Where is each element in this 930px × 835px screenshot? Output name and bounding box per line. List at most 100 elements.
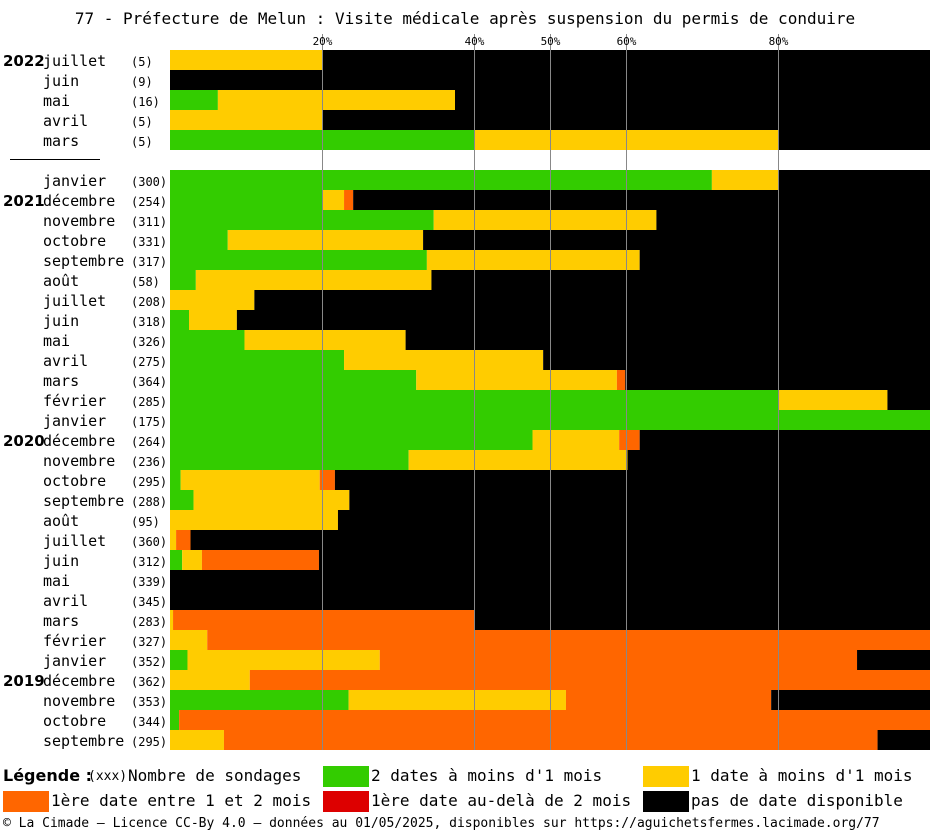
count-label: (5) [131,55,153,69]
bar-segment [170,190,323,210]
bar-segment [170,670,250,690]
bar-segment [249,670,930,690]
bar-segment [656,210,930,230]
legend-swatch-black [643,791,689,812]
count-label: (254) [131,195,167,209]
x-tick-label: 40% [465,35,485,48]
legend-swatch-yellow [643,766,689,787]
month-label: août [43,272,79,290]
bar-segment [254,290,930,310]
month-label: janvier [43,652,106,670]
month-label: mai [43,572,70,590]
count-label: (353) [131,695,167,709]
bar-segment [322,190,345,210]
bar-segment [543,350,930,370]
count-label: (360) [131,535,167,549]
bar-segment [193,490,350,510]
bar-segment [348,690,566,710]
bar-segment [565,690,772,710]
bar-segment [639,250,930,270]
month-label: janvier [43,172,106,190]
bar-segment [778,130,930,150]
bar-segment [426,250,640,270]
month-label: décembre [43,672,115,690]
bar-segment [170,250,427,270]
count-label: (311) [131,215,167,229]
bar-segment [474,610,930,630]
bar-segment [379,650,858,670]
bar-segment [711,170,778,190]
month-label: décembre [43,432,115,450]
bar-segment [353,190,930,210]
legend-label-orange: 1ère date entre 1 et 2 mois [51,791,312,810]
count-label: (175) [131,415,167,429]
count-label: (352) [131,655,167,669]
count-label: (288) [131,495,167,509]
bar-segment [319,470,335,490]
legend-label-green: 2 dates à moins d'1 mois [371,766,603,785]
month-label: mars [43,612,79,630]
count-label: (285) [131,395,167,409]
month-label: juillet [43,532,106,550]
year-label: 2021 [3,192,45,210]
bar-segment [217,90,455,110]
month-label: avril [43,592,88,610]
bar-segment [170,690,349,710]
bar-segment [187,650,380,670]
bar-segment [337,510,930,530]
bar-segment [190,530,930,550]
month-label: avril [43,112,88,130]
bar-segment [236,310,930,330]
x-tick-label: 60% [617,35,637,48]
month-label: janvier [43,412,106,430]
year-label: 2020 [3,432,45,450]
bar-segment [170,210,434,230]
bar-segment [170,450,409,470]
bar-segment [408,450,628,470]
bar-segment [170,90,218,110]
x-tick-label: 50% [541,35,561,48]
bar-segment [170,170,712,190]
month-label: juin [43,312,79,330]
month-label: juin [43,552,79,570]
bar-segment [344,350,544,370]
month-label: mars [43,132,79,150]
bar-segment [180,470,320,490]
bar-segment [195,270,432,290]
bar-segment [416,370,617,390]
bar-segment [170,370,417,390]
bar-segment [170,470,181,490]
footer-credit: © La Cimade — Licence CC-By 4.0 — donnée… [3,816,880,831]
bar-segment [207,630,930,650]
count-label: (345) [131,595,167,609]
bar-segment [616,370,626,390]
legend-title: Légende : [3,766,93,785]
bar-segment [170,650,188,670]
bar-segment [173,610,475,630]
bar-segment [170,270,196,290]
count-label: (5) [131,115,153,129]
count-label: (295) [131,475,167,489]
bar-segment [170,710,180,730]
count-label: (364) [131,375,167,389]
month-label: novembre [43,452,115,470]
bar-segment [532,430,620,450]
month-label: juin [43,72,79,90]
count-label: (327) [131,635,167,649]
legend-label-red: 1ère date au-delà de 2 mois [371,791,632,810]
bar-segment [179,710,930,730]
count-label: (295) [131,735,167,749]
bar-segment [170,510,338,530]
chart-title: 77 - Préfecture de Melun : Visite médica… [74,9,856,28]
count-label: (275) [131,355,167,369]
bar-segment [170,50,322,70]
count-label: (339) [131,575,167,589]
month-label: mars [43,372,79,390]
bar-segment [170,610,174,630]
count-label: (362) [131,675,167,689]
year-label: 2019 [3,672,45,690]
bar-segment [778,390,888,410]
month-label: mai [43,92,70,110]
month-label: octobre [43,232,106,250]
count-label: (58) [131,275,160,289]
